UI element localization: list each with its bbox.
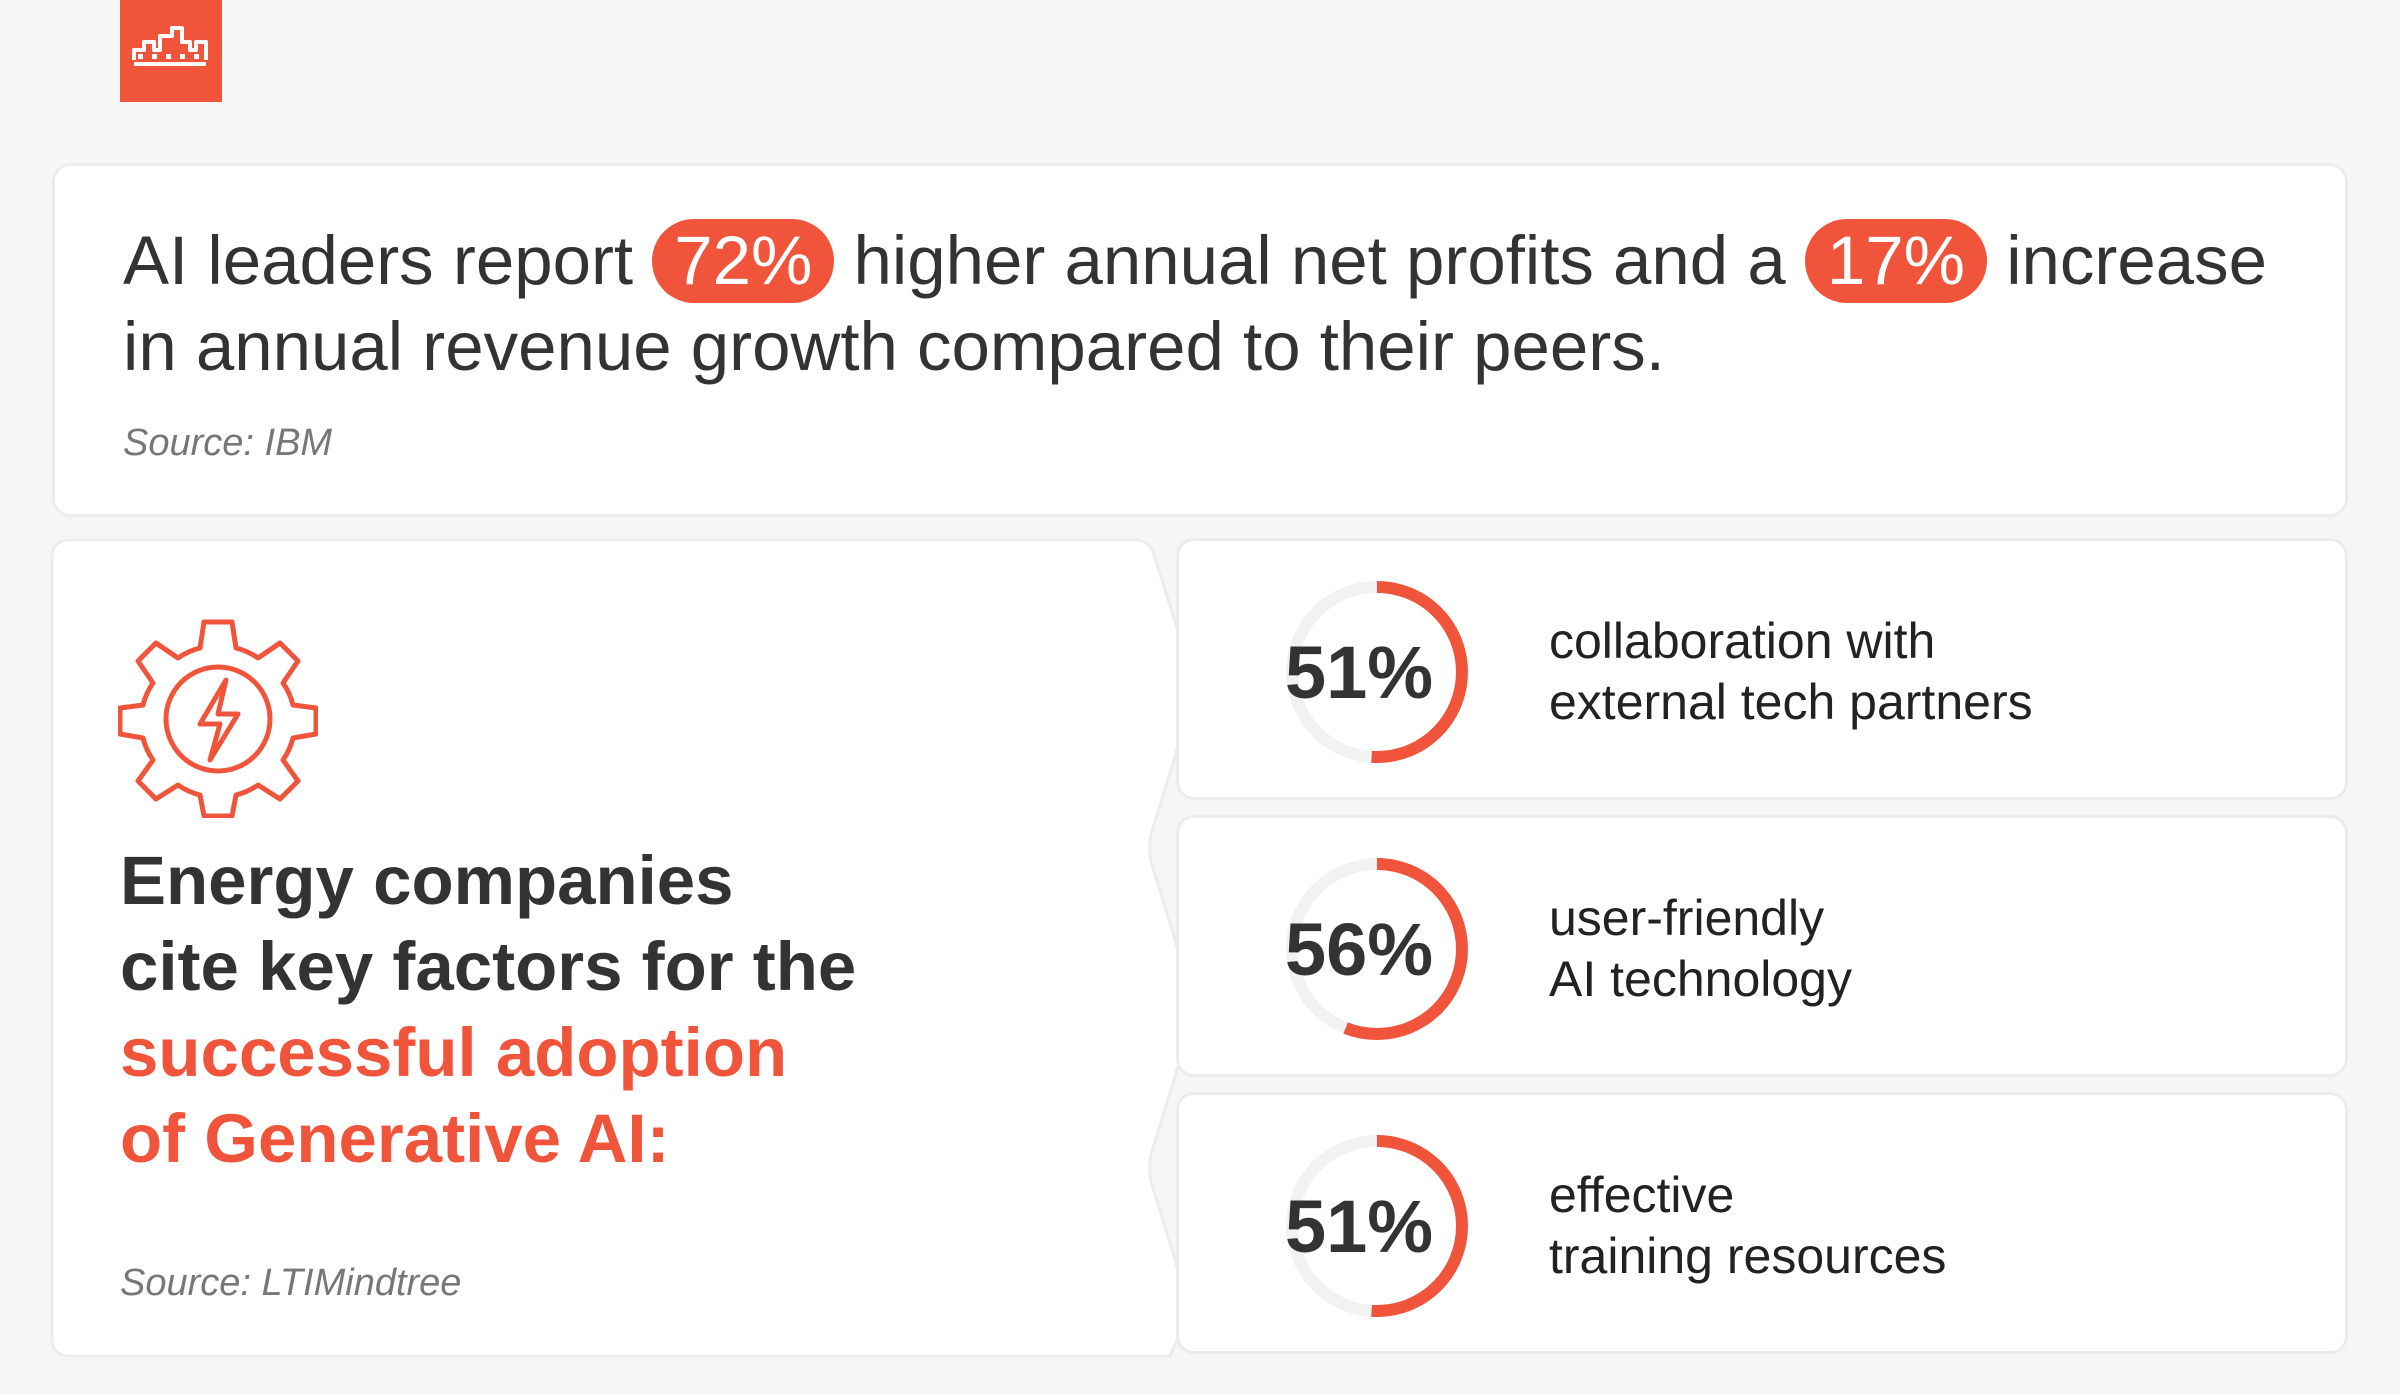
factors-title: Energy companies cite key factors for th… [120,838,1120,1182]
stat-description: user-friendly AI technology [1549,888,2309,1010]
headline-part-3: increase in annual revenue growth compar… [123,222,2267,385]
highlight-badge-revenue: 17% [1804,219,1988,303]
stat-value: 51% [1284,630,1434,714]
stat-ring-progress [1286,858,1468,1040]
stat-description-line-2: training resources [1549,1228,1947,1284]
stat-ring-progress [1286,1135,1468,1317]
gear-lightning-icon [118,619,318,818]
stat-card-training: 51% effective training resources [1176,1092,2348,1354]
stat-description-line-2: external tech partners [1549,674,2033,730]
stat-description: effective training resources [1549,1165,2309,1287]
stat-ring [1286,858,1468,1040]
highlight-badge-profit: 72% [652,219,835,303]
factors-highlight-line-2: of Generative AI: [120,1100,670,1177]
headline-part-2: higher annual net profits and a [853,222,1786,299]
headline-source: Source: IBM [123,422,333,464]
stat-description-line-1: user-friendly [1549,890,1825,946]
stat-card-collaboration: 51% collaboration with external tech par… [1176,538,2348,800]
stat-ring-progress [1286,581,1468,763]
brand-logo[interactable] [120,0,222,102]
stat-description-line-2: AI technology [1549,951,1852,1007]
stat-ring [1286,581,1468,763]
factors-source: Source: LTIMindtree [120,1262,462,1304]
stat-description-line-1: collaboration with [1549,613,1936,669]
stat-value: 51% [1284,1184,1434,1268]
headline-part-1: AI leaders report [123,222,634,299]
headline-card: AI leaders report 72% higher annual net … [52,163,2348,517]
factors-highlight-line-1: successful adoption [120,1014,788,1091]
factors-title-line-1: Energy companies [120,842,734,919]
stat-card-user-friendly: 56% user-friendly AI technology [1176,815,2348,1077]
stat-value: 56% [1284,907,1434,991]
stat-ring [1286,1135,1468,1317]
stat-description: collaboration with external tech partner… [1549,611,2309,733]
brand-logo-icon [132,26,208,66]
factors-title-line-2: cite key factors for the [120,928,857,1005]
stat-description-line-1: effective [1549,1167,1735,1223]
headline-text: AI leaders report 72% higher annual net … [123,218,2303,390]
